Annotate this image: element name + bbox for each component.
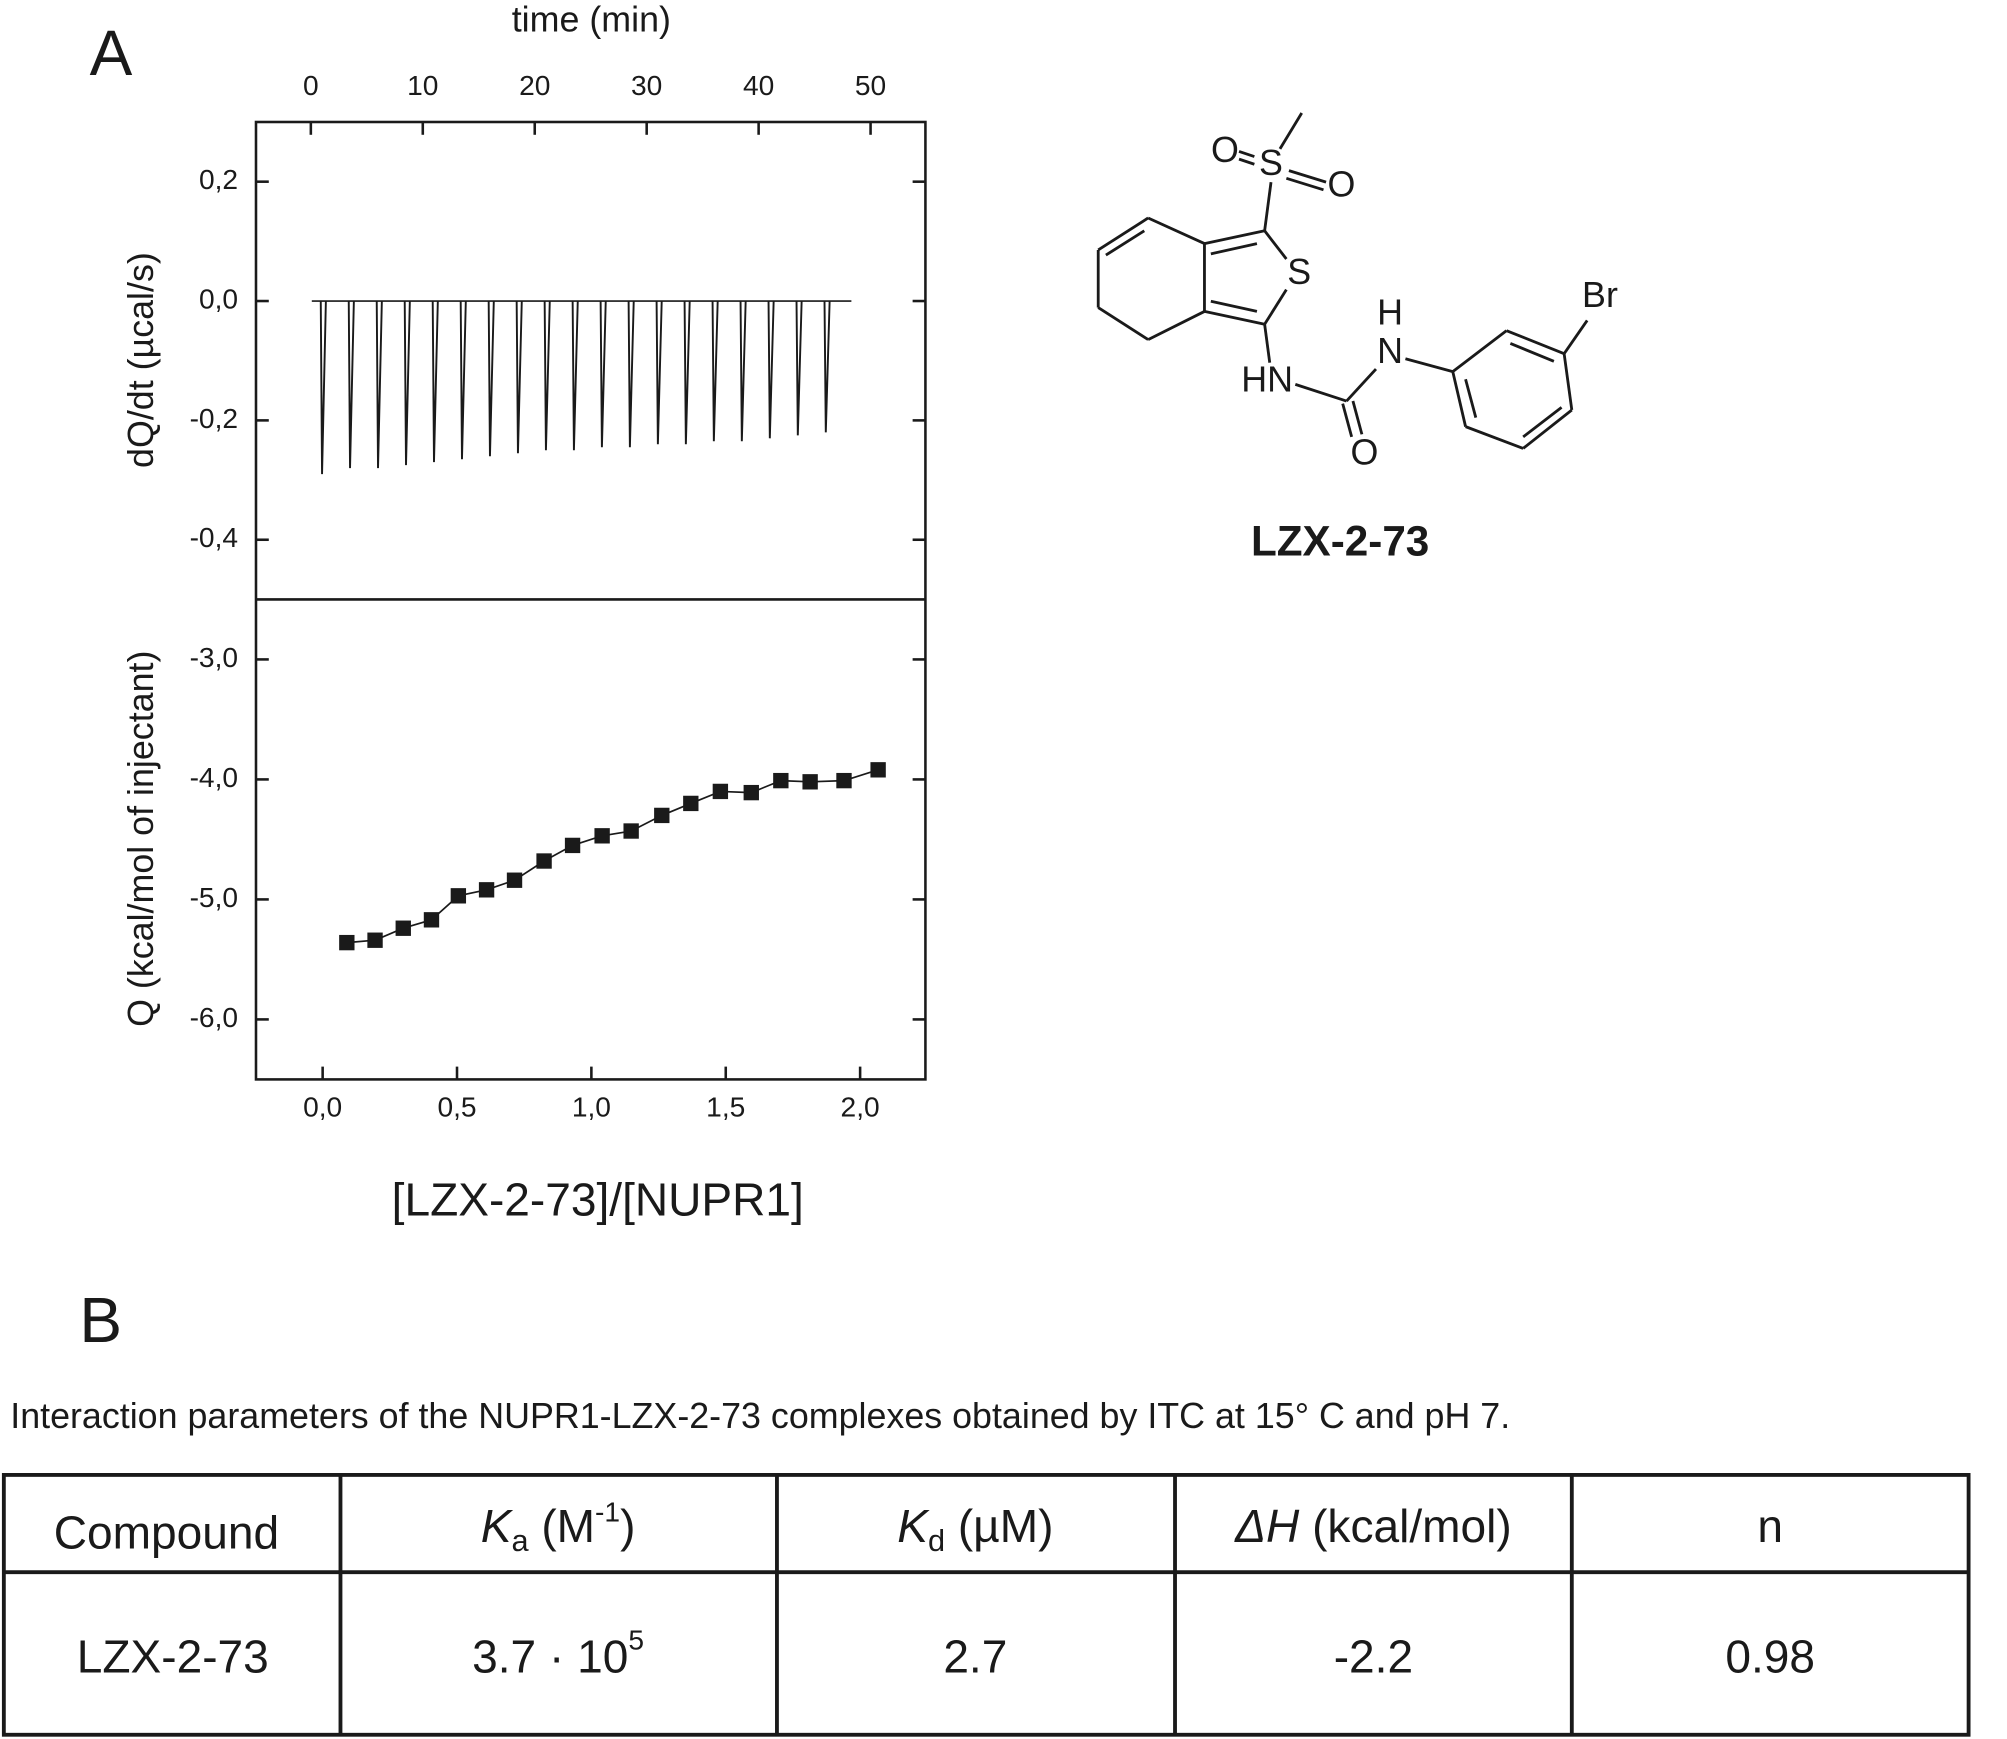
x-tick-label: 1,0 — [572, 1091, 611, 1122]
atom-label: H — [1377, 293, 1403, 333]
injection-peak — [347, 301, 355, 469]
x-tick-label: 50 — [855, 70, 886, 101]
x-tick-label: 30 — [631, 70, 662, 101]
x-tick-label: 40 — [743, 70, 774, 101]
header-part: K — [481, 1500, 514, 1552]
table-header: ΔH (kcal/mol) — [1234, 1500, 1512, 1552]
header-part: a — [511, 1523, 529, 1558]
data-point — [564, 837, 581, 854]
header-part: ) — [620, 1500, 635, 1552]
x-tick-label: 2,0 — [841, 1091, 880, 1122]
table-header: Kd (µM) — [897, 1500, 1053, 1558]
injection-peak — [459, 301, 467, 460]
y-tick-label: -0,2 — [190, 403, 239, 434]
atom-label: O — [1351, 432, 1379, 472]
data-point — [836, 772, 852, 789]
atom-label: O — [1211, 130, 1239, 170]
y-tick-label: -4,0 — [190, 762, 239, 793]
data-point — [594, 828, 610, 844]
atom-label: S — [1287, 252, 1311, 292]
injection-peak — [319, 301, 327, 475]
header-part: ΔH — [1234, 1500, 1300, 1552]
x-axis-label: [LZX-2-73]/[NUPR1] — [392, 1174, 804, 1226]
injection-peak — [711, 301, 719, 442]
data-point — [683, 795, 699, 812]
x-tick-label: 0 — [303, 70, 319, 101]
y-tick-label: -3,0 — [190, 642, 239, 673]
injection-peak — [739, 301, 747, 442]
table-header: n — [1757, 1500, 1783, 1552]
injection-peak — [515, 301, 523, 454]
y-tick-label: 0,0 — [199, 283, 238, 314]
header-part: -1 — [595, 1497, 620, 1528]
table-grid — [1, 1473, 1971, 1737]
table-caption: Interaction parameters of the NUPR1-LZX-… — [10, 1396, 1510, 1436]
injection-peak — [403, 301, 411, 466]
data-point — [536, 853, 552, 869]
data-point — [367, 932, 383, 948]
table-cell: -2.2 — [1334, 1631, 1413, 1683]
header-part: d — [928, 1523, 945, 1558]
atom-label: O — [1327, 165, 1355, 205]
header-part: (kcal/mol) — [1299, 1500, 1511, 1552]
x-tick-label: 0,0 — [303, 1091, 342, 1122]
data-point — [506, 872, 523, 888]
table-cell: 0.98 — [1725, 1631, 1815, 1683]
data-point — [743, 784, 759, 801]
x-tick-label: 10 — [407, 70, 438, 101]
data-point — [623, 823, 639, 839]
panel-label: A — [90, 17, 133, 89]
injection-peak — [683, 301, 691, 445]
panel-label: B — [79, 1284, 122, 1356]
injection-peak — [795, 301, 803, 436]
data-point — [870, 762, 886, 778]
data-point — [423, 912, 440, 928]
table-header: Compound — [54, 1507, 279, 1559]
x-axis-label: time (min) — [512, 0, 671, 40]
cell-part: 3.7 · 10 — [472, 1631, 628, 1683]
x-tick-label: 0,5 — [437, 1091, 476, 1122]
injection-peak — [431, 301, 439, 463]
data-point — [450, 888, 467, 904]
compound-name: LZX-2-73 — [1251, 518, 1429, 565]
data-point — [712, 783, 729, 800]
injection-peak — [655, 301, 663, 445]
injection-peak — [375, 301, 383, 469]
injection-peak — [599, 301, 607, 448]
cell-part: 5 — [628, 1625, 644, 1656]
injection-peak — [543, 301, 551, 451]
table-cell: 2.7 — [943, 1631, 1007, 1683]
y-axis-label: dQ/dt (µcal/s) — [121, 252, 161, 468]
injection-peak — [823, 301, 831, 433]
y-tick-label: -0,4 — [190, 522, 239, 553]
y-tick-label: -6,0 — [190, 1002, 239, 1033]
injection-peak — [767, 301, 775, 439]
header-part: (µM) — [945, 1500, 1053, 1552]
injection-peak — [487, 301, 495, 457]
data-point — [478, 882, 495, 898]
atom-label: N — [1377, 331, 1403, 371]
molecule — [1096, 112, 1589, 450]
y-axis-label: Q (kcal/mol of injectant) — [121, 651, 161, 1027]
data-point — [802, 774, 818, 790]
table-header: Ka (M-1) — [481, 1497, 636, 1558]
header-part: (M — [529, 1500, 596, 1552]
atom-label: Br — [1582, 275, 1618, 315]
data-point — [339, 934, 355, 951]
atom-label: HN — [1241, 359, 1293, 399]
data-point — [654, 807, 670, 824]
y-tick-label: 0,2 — [199, 164, 238, 195]
injection-peak — [627, 301, 635, 448]
data-point — [773, 772, 789, 789]
data-point — [395, 920, 411, 936]
x-tick-label: 1,5 — [706, 1091, 745, 1122]
y-tick-label: -5,0 — [190, 882, 239, 913]
x-tick-label: 20 — [519, 70, 550, 101]
header-part: K — [897, 1500, 930, 1552]
atom-label: S — [1259, 143, 1283, 183]
injection-peak — [571, 301, 579, 451]
table-cell: LZX-2-73 — [77, 1631, 269, 1683]
table-cell: 3.7 · 105 — [472, 1625, 644, 1683]
